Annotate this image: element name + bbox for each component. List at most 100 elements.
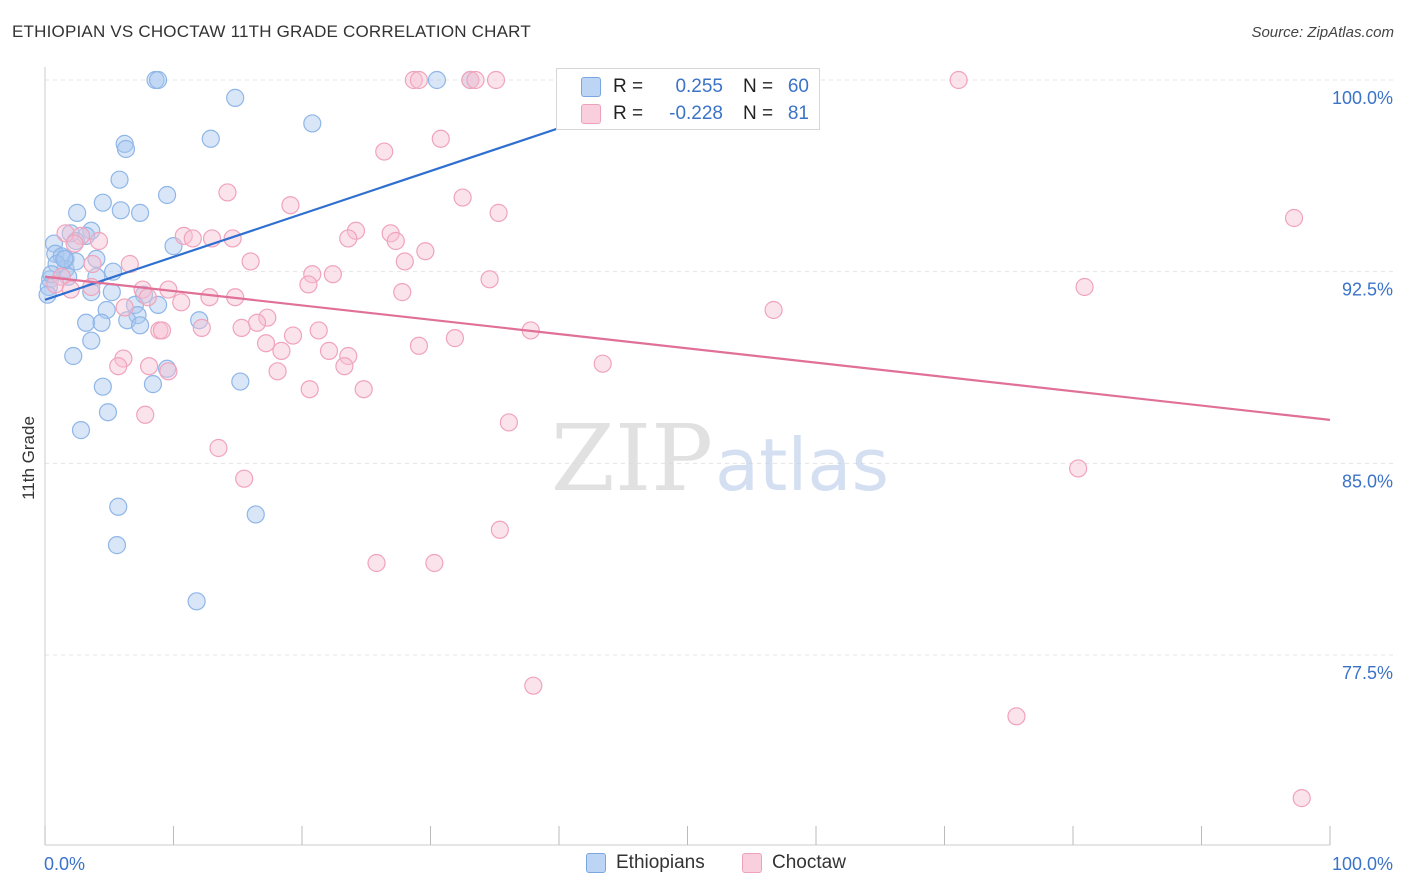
choctaw-point <box>395 252 414 271</box>
ethiopians-point <box>157 185 177 205</box>
ethiopians-point <box>116 139 136 159</box>
choctaw-point <box>1075 277 1094 297</box>
choctaw-point <box>56 224 75 243</box>
choctaw-point <box>425 553 444 573</box>
axis-labels: 100.0% 92.5% 85.0% 77.5% 0.0% 100.0% <box>44 88 1393 874</box>
choctaw-point <box>499 413 518 432</box>
choctaw-point <box>354 380 373 399</box>
choctaw-point <box>335 357 354 376</box>
x-tick-label: 0.0% <box>44 854 85 874</box>
choctaw-point <box>486 70 506 90</box>
ethiopians-point <box>64 346 83 366</box>
choctaw-point <box>431 129 450 148</box>
ethiopians-point <box>93 193 112 212</box>
legend-label-choctaw: Choctaw <box>772 852 846 873</box>
choctaw-point <box>300 380 319 399</box>
watermark-zip: ZIP <box>551 405 713 512</box>
ethiopians-point <box>93 377 112 396</box>
choctaw-point <box>375 142 394 161</box>
ethiopians-point <box>427 70 447 90</box>
choctaw-point <box>241 252 260 271</box>
choctaw-point <box>192 318 211 337</box>
x-tick-label: 100.0% <box>1332 854 1393 874</box>
choctaw-point <box>339 229 358 248</box>
bottom-legend: Ethiopians Choctaw <box>0 848 1406 878</box>
choctaw-point <box>138 288 157 307</box>
choctaw-point <box>367 553 386 573</box>
choctaw-point <box>159 362 178 381</box>
ethiopians-legend-swatch <box>586 853 606 873</box>
choctaw-point <box>1284 208 1304 228</box>
choctaw-trend-line <box>44 275 1331 421</box>
ethiopians-point <box>226 88 245 107</box>
ethiopians-point <box>143 375 163 394</box>
choctaw-point <box>61 280 80 299</box>
stats-row-ethiopians: R = 0.255 N = 60 <box>581 74 809 100</box>
choctaw-point <box>247 313 267 332</box>
choctaw-point <box>256 334 276 353</box>
source-label: Source: ZipAtlas.com <box>1251 24 1394 41</box>
choctaw-point <box>283 326 303 345</box>
choctaw-point <box>319 341 339 360</box>
choctaw-point <box>152 321 172 340</box>
choctaw-point <box>115 298 134 317</box>
choctaw-point <box>272 341 291 360</box>
choctaw-point <box>409 336 429 355</box>
ethiopians-point <box>130 203 150 222</box>
y-axis-title: 11th Grade <box>19 416 38 500</box>
choctaw-point <box>268 362 287 381</box>
legend-item-choctaw: Choctaw <box>742 852 846 874</box>
ethiopians-point <box>55 249 74 268</box>
choctaw-point <box>461 70 480 90</box>
choctaw-point <box>1007 707 1026 726</box>
chart-title: ETHIOPIAN VS CHOCTAW 11TH GRADE CORRELAT… <box>12 22 531 41</box>
ethiopians-point <box>98 403 118 422</box>
choctaw-point <box>323 265 342 284</box>
ethiopians-point <box>130 316 150 335</box>
choctaw-point <box>299 275 318 294</box>
choctaw-point <box>172 293 191 312</box>
ethiopians-point <box>82 331 101 350</box>
choctaw-point <box>489 203 508 222</box>
ethiopians-point <box>68 203 87 222</box>
choctaw-point <box>281 196 300 215</box>
n-value: 60 <box>787 76 809 97</box>
choctaw-point <box>1069 459 1088 478</box>
choctaw-point <box>83 254 102 274</box>
choctaw-point <box>949 70 968 90</box>
ethiopians-point <box>148 295 168 314</box>
ethiopians-point <box>102 283 121 302</box>
choctaw-point <box>480 270 499 289</box>
choctaw-point <box>136 405 155 424</box>
watermark-atlas: atlas <box>715 423 889 507</box>
ethiopians-point <box>107 536 127 555</box>
choctaw-point <box>764 300 783 320</box>
choctaw-point <box>393 283 412 302</box>
stats-legend: R = 0.255 N = 60 R = -0.228 N = 81 <box>556 68 820 130</box>
choctaw-point <box>409 70 429 90</box>
axes <box>44 67 1331 846</box>
choctaw-point <box>416 242 435 261</box>
choctaw-point <box>490 520 509 539</box>
choctaw-point <box>89 231 109 251</box>
stats-row-choctaw: R = -0.228 N = 81 <box>581 101 809 127</box>
choctaw-point <box>258 308 277 327</box>
legend-item-ethiopians: Ethiopians <box>586 852 705 874</box>
choctaw-point <box>200 288 219 307</box>
r-label: R = <box>613 76 644 97</box>
choctaw-point <box>339 346 358 366</box>
choctaw-swatch <box>581 104 601 124</box>
n-value: 81 <box>787 103 809 124</box>
choctaw-point <box>65 234 84 253</box>
ethiopians-swatch <box>581 77 601 97</box>
choctaw-point <box>524 676 543 695</box>
ethiopians-point <box>82 221 101 240</box>
ethiopians-point <box>77 313 96 332</box>
ethiopians-point <box>92 313 111 332</box>
choctaw-point <box>404 70 423 90</box>
choctaw-point <box>466 70 485 90</box>
ethiopians-point <box>111 201 130 220</box>
choctaw-point <box>386 231 405 251</box>
choctaw-point <box>232 318 251 337</box>
ethiopians-point <box>109 497 128 516</box>
